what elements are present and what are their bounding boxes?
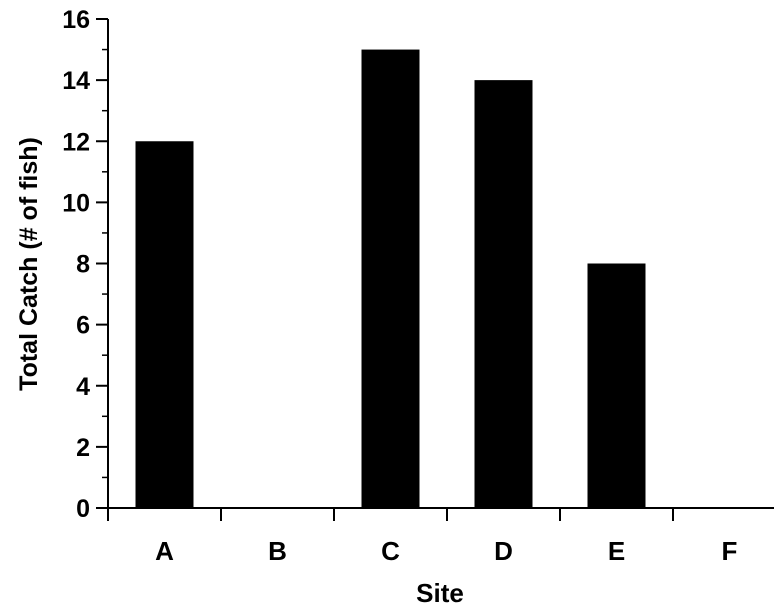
axes-layer: 0 2 4 6 8 10 12 14 16 A B C D E F (62, 6, 774, 566)
y-tick-label: 4 (76, 373, 90, 401)
y-axis-title: Total Catch (# of fish) (15, 137, 43, 391)
x-axis-title: Site (416, 578, 464, 608)
bar-a (135, 141, 194, 508)
labels-layer: Site Total Catch (# of fish) (15, 137, 464, 608)
bar-d (474, 80, 533, 508)
bars-layer (135, 49, 646, 508)
bar-e (587, 263, 646, 508)
y-tick-label: 6 (76, 312, 90, 340)
y-tick-label: 10 (62, 189, 90, 217)
y-tick-label: 2 (76, 434, 90, 462)
x-tick-label-c: C (381, 536, 400, 566)
y-tick-label: 16 (62, 6, 90, 34)
x-tick-label-d: D (494, 536, 513, 566)
x-tick-label-e: E (608, 536, 625, 566)
y-tick-label: 12 (62, 128, 90, 156)
y-tick-label: 14 (62, 67, 90, 95)
x-tick-label-b: B (268, 536, 287, 566)
x-tick-label-a: A (155, 536, 174, 566)
bar-c (361, 49, 420, 508)
y-tick-label: 0 (76, 495, 90, 523)
x-tick-label-f: F (722, 536, 738, 566)
y-tick-label: 8 (76, 251, 90, 279)
